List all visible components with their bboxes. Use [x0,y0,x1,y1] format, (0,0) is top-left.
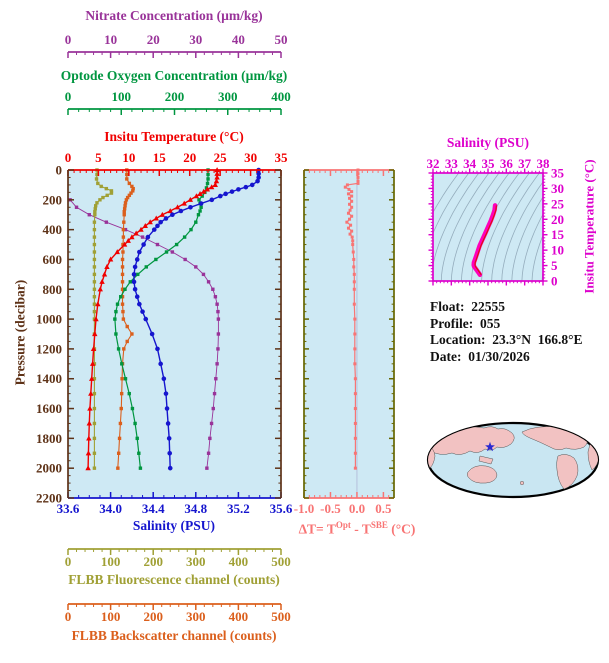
temperature-axis-title: Insitu Temperature (°C) [104,129,244,144]
ts-temperature-axis-title: Insitu Temperature (°C) [581,159,597,294]
tick-label: 0 [65,554,72,569]
delta-t-title-prefix: ΔT= T [298,521,336,537]
tick-label: 15 [551,227,565,242]
tick-label: 36 [500,156,514,171]
date-line: Date: 01/30/2026 [430,348,530,364]
backscatter-axis-title: FLBB Backscatter channel (counts) [71,628,277,643]
tick-label: 100 [101,609,121,624]
tick-label: 0.5 [375,501,392,516]
delta-t-title-sup-sbe: SBE [370,520,388,530]
tick-label: 34.0 [99,501,122,516]
tick-label: 40 [232,32,245,47]
tick-label: 35.6 [270,501,293,516]
tick-label: 300 [218,89,238,104]
tick-label: 0 [65,150,72,165]
tick-label: 200 [43,192,63,207]
tick-label: 5 [551,258,558,273]
tick-label: 38 [537,156,551,171]
tick-label: 5 [95,150,102,165]
tick-label: 20 [183,150,196,165]
tick-label: 15 [153,150,167,165]
tick-label: 35.2 [227,501,250,516]
tick-label: 400 [271,89,291,104]
tick-label: 0 [551,274,558,289]
tick-label: 300 [186,554,206,569]
tick-label: 200 [165,89,185,104]
location-line: Location: 23.3°N 166.8°E [430,332,583,347]
tick-label: 800 [43,282,63,297]
ts-curve-overlay [474,205,497,276]
pressure-axis-title: Pressure (decibar) [12,279,28,386]
tick-label: 50 [275,32,288,47]
tick-label: 100 [112,89,132,104]
tick-label: 20 [147,32,160,47]
tick-label: 25 [214,150,228,165]
tick-label: 0 [65,89,72,104]
delta-t-title-mid: - T [350,521,371,537]
tick-label: 35 [551,166,565,181]
salinity-axis-title: Salinity (PSU) [132,518,216,533]
tick-label: 10 [551,243,564,258]
tick-label: 35 [482,156,496,171]
tick-label: 10 [122,150,135,165]
float-id-line: Float: 22555 [430,299,505,314]
tick-label: 400 [229,554,249,569]
tick-label: 20 [551,212,564,227]
tick-label: 30 [189,32,202,47]
oxygen-axis-title: Optode Oxygen Concentration (µm/kg) [60,68,288,83]
ts-curve [471,203,498,278]
tick-label: 10 [104,32,117,47]
tick-label: 1600 [36,401,62,416]
delta-t-axis-title: ΔT= TOpt - TSBE (°C) [282,518,432,537]
tick-label: 33.6 [57,501,80,516]
tick-label: 200 [143,554,163,569]
tick-label: 0 [65,32,72,47]
tick-label: 34 [463,156,477,171]
tick-label: -0.5 [320,501,341,516]
tick-label: -1.0 [294,501,315,516]
tick-label: 30 [551,181,564,196]
profile-number-line: Profile: 055 [430,315,501,331]
tick-label: 2200 [36,491,62,506]
tick-label: 400 [43,222,63,237]
float-location-star [485,441,495,452]
tick-label: 34.4 [142,501,165,516]
float-info-block: Float: 22555 Profile: 055 Location: 23.3… [430,299,583,365]
tick-label: 200 [143,609,163,624]
tick-label: 34.8 [184,501,207,516]
tick-label: 1200 [36,341,62,356]
tick-label: 1000 [36,312,62,327]
tick-label: 30 [244,150,257,165]
tick-label: 0 [65,609,72,624]
tick-label: 1800 [36,431,62,446]
world-map [426,421,600,499]
tick-label: 33 [445,156,459,171]
fluorescence-axis-title: FLBB Fluorescence channel (counts) [68,572,280,587]
tick-label: 32 [427,156,440,171]
tick-label: 1400 [36,371,62,386]
tick-label: 2000 [36,461,62,476]
ts-salinity-axis-title: Salinity (PSU) [446,135,530,150]
tick-label: 37 [518,156,532,171]
tick-label: 400 [229,609,249,624]
tick-label: 35 [275,150,289,165]
tick-label: 500 [271,609,291,624]
tick-label: 600 [43,252,63,267]
tick-label: 100 [101,554,121,569]
delta-t-title-suffix: (°C) [387,521,416,537]
delta-t-title-sup-opt: Opt [335,520,351,530]
tick-label: 0.0 [349,501,365,516]
tick-label: 300 [186,609,206,624]
tick-label: 500 [271,554,291,569]
tick-label: 25 [551,196,565,211]
tick-label: 0 [56,163,63,178]
nitrate-axis-title: Nitrate Concentration (µm/kg) [85,8,263,23]
